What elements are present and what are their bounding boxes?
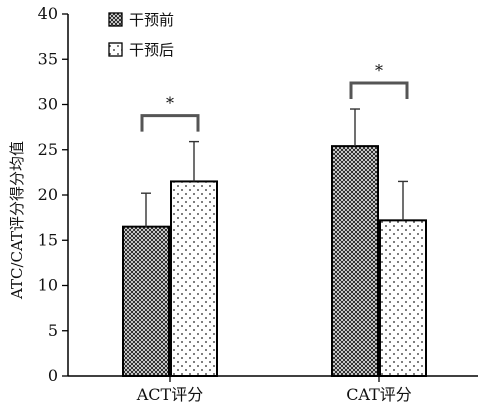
bars-group xyxy=(122,145,427,377)
legend-label-before: 干预前 xyxy=(129,11,174,29)
y-tick-label: 20 xyxy=(38,185,58,204)
y-tick-label: 35 xyxy=(38,49,58,68)
y-tick-label: 15 xyxy=(38,230,58,249)
significance-bracket xyxy=(140,114,200,132)
x-tick-label: CAT评分 xyxy=(346,385,412,404)
error-bars-group xyxy=(141,108,408,227)
legend: 干预前 干预后 xyxy=(108,11,174,59)
y-tick-label: 0 xyxy=(48,366,58,385)
bar-after-act xyxy=(170,180,218,377)
legend-swatch-after xyxy=(108,42,123,57)
y-tick-label: 25 xyxy=(38,140,58,159)
bar-before-cat xyxy=(331,145,379,377)
bar-before-act xyxy=(122,225,170,377)
y-tick-label: 10 xyxy=(38,276,58,295)
y-axis-title: ATC/CAT评分得分均值 xyxy=(8,141,26,300)
significance-brackets: ** xyxy=(140,61,409,132)
significance-star: * xyxy=(166,94,174,113)
significance-bracket xyxy=(349,81,409,100)
legend-swatch-before xyxy=(108,12,123,27)
bar-after-cat xyxy=(379,219,427,377)
significance-star: * xyxy=(375,61,383,80)
y-tick-label: 40 xyxy=(38,4,58,23)
x-tick-label: ACT评分 xyxy=(136,385,203,404)
y-ticks: 0 5 10 15 20 25 30 35 40 xyxy=(38,4,68,385)
legend-label-after: 干预后 xyxy=(129,41,174,59)
y-tick-label: 30 xyxy=(38,95,58,114)
x-ticks: ACT评分 CAT评分 xyxy=(136,376,412,404)
y-tick-label: 5 xyxy=(48,321,58,340)
